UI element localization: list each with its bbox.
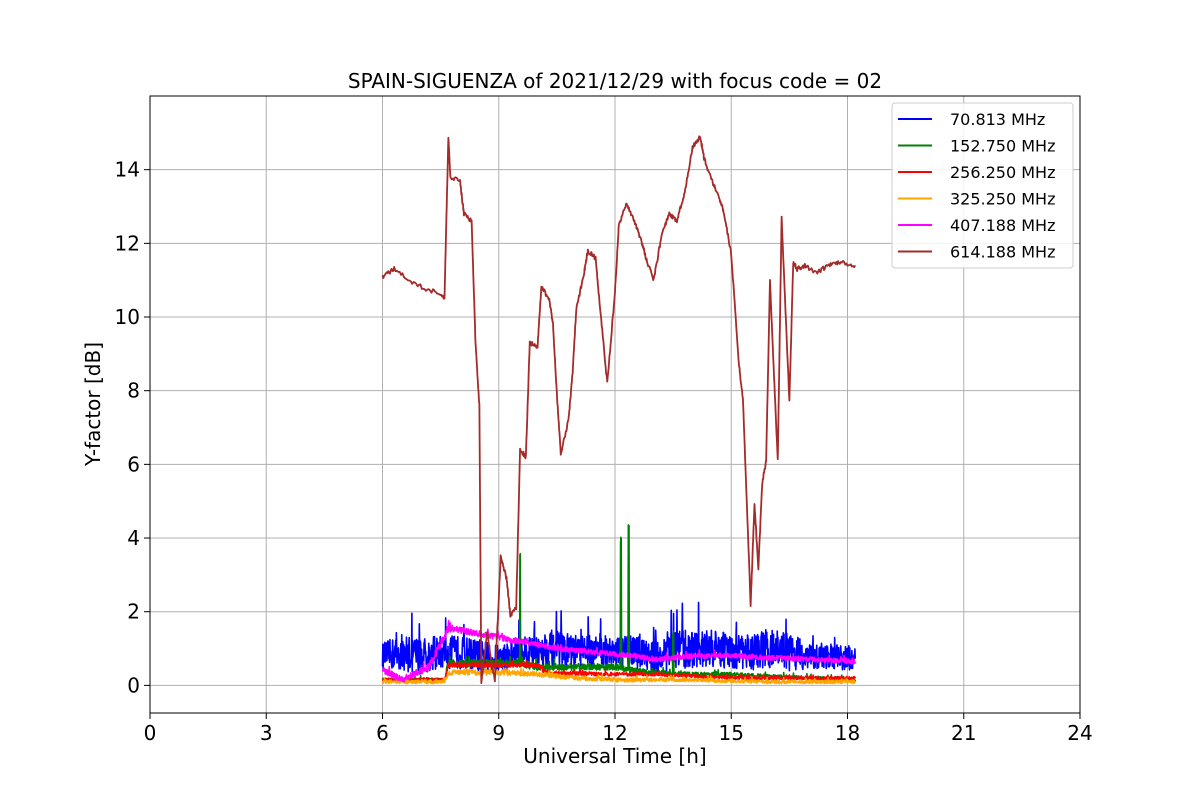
x-tick-label: 3 [260, 721, 273, 745]
legend-label: 152.750 MHz [950, 137, 1055, 156]
y-axis-ticks: 0 2 4 6 8 10 12 14 [115, 158, 150, 697]
legend-label: 325.250 MHz [950, 190, 1055, 209]
series-line-3 [381, 667, 856, 685]
chart-title: SPAIN-SIGUENZA of 2021/12/29 with focus … [348, 69, 882, 93]
y-tick-label: 14 [115, 158, 140, 182]
y-tick-label: 6 [127, 452, 140, 476]
y-axis-label: Y-factor [dB] [81, 342, 105, 467]
series-line-2 [381, 660, 857, 683]
y-tick-label: 12 [115, 231, 140, 255]
y-tick-label: 0 [127, 673, 140, 697]
series-line-5 [381, 135, 857, 684]
x-tick-label: 6 [376, 721, 389, 745]
x-tick-label: 24 [1067, 721, 1092, 745]
x-axis-label: Universal Time [h] [523, 744, 706, 768]
legend-label: 70.813 MHz [950, 110, 1045, 129]
x-tick-label: 9 [492, 721, 505, 745]
y-tick-label: 8 [127, 379, 140, 403]
x-tick-label: 0 [144, 721, 157, 745]
legend-label: 256.250 MHz [950, 163, 1055, 182]
x-tick-label: 18 [835, 721, 860, 745]
y-tick-label: 2 [127, 600, 140, 624]
y-tick-label: 4 [127, 526, 140, 550]
legend-label: 407.188 MHz [950, 216, 1055, 235]
y-tick-label: 10 [115, 305, 140, 329]
x-tick-label: 21 [951, 721, 976, 745]
series-layer [381, 135, 857, 685]
series-line-4 [381, 619, 857, 683]
legend: 70.813 MHz 152.750 MHz 256.250 MHz 325.250 … [891, 102, 1074, 269]
legend-label: 614.188 MHz [950, 243, 1055, 262]
legend-box [891, 102, 1074, 269]
x-axis-ticks: 0 3 6 9 12 15 18 21 24 [144, 713, 1093, 745]
x-tick-label: 12 [602, 721, 627, 745]
x-tick-label: 15 [719, 721, 744, 745]
